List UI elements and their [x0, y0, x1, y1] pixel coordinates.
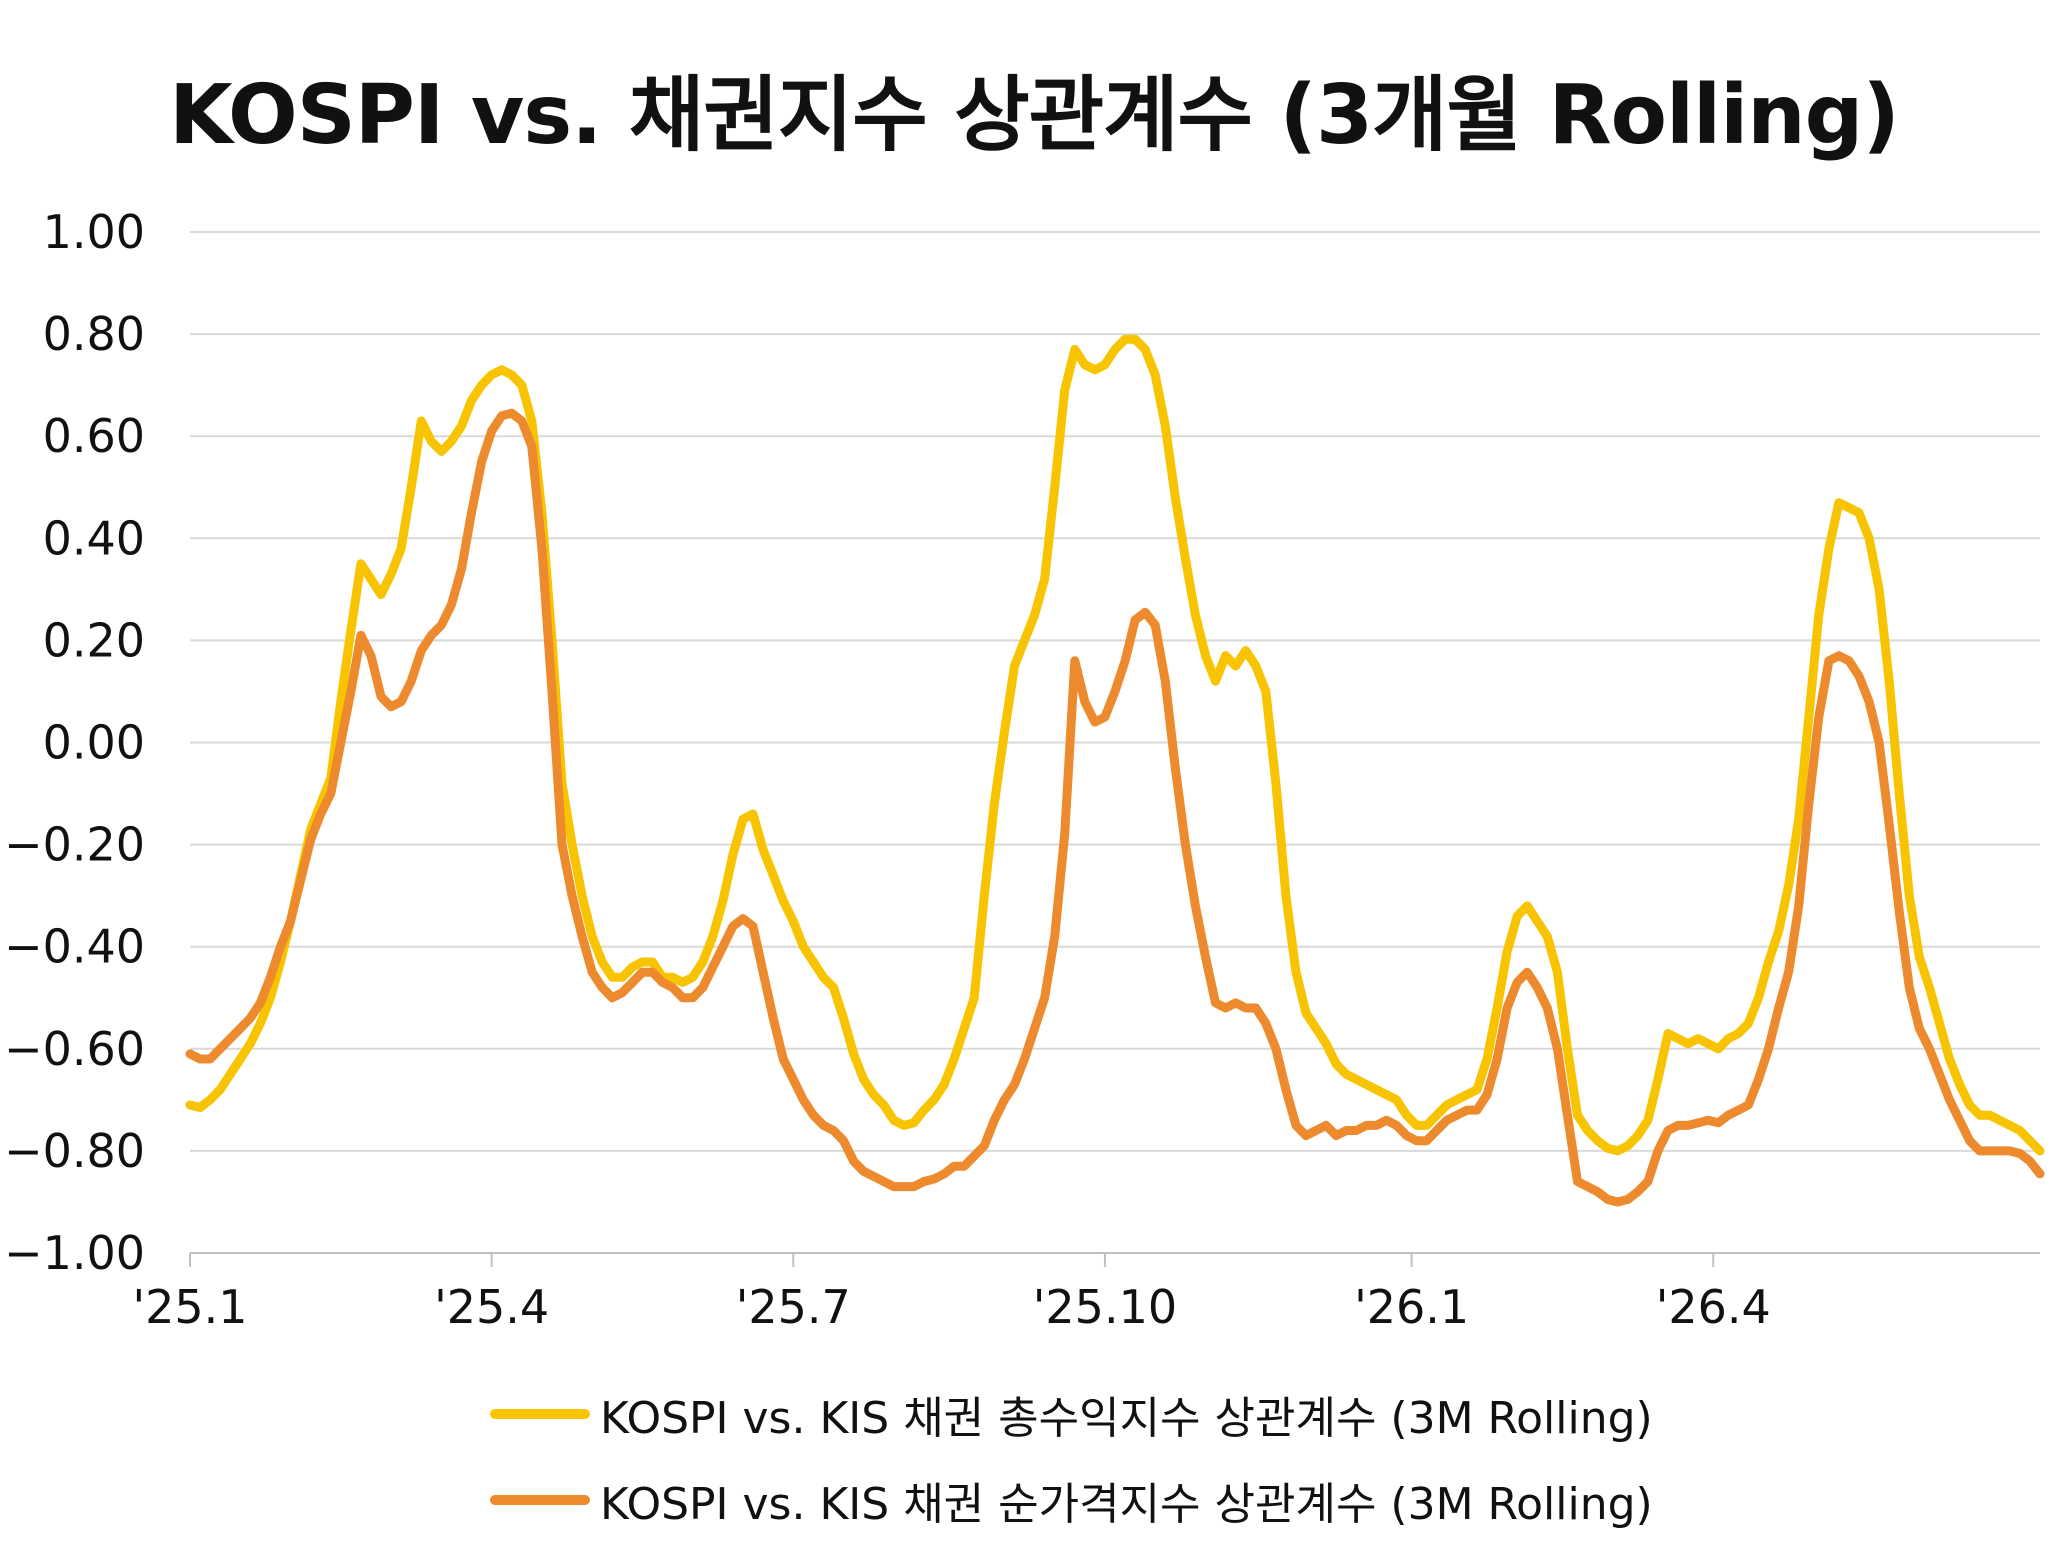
legend-item-total-return: KOSPI vs. KIS 채권 총수익지수 상관계수 (3M Rolling) [490, 1382, 1653, 1446]
x-axis-labels: '25.1 '25.4 '25.7 '25.10 '26.1 '26.4 [132, 1280, 1770, 1334]
legend-item-net-price: KOSPI vs. KIS 채권 순가격지수 상관계수 (3M Rolling) [490, 1468, 1653, 1532]
y-tick-label: −1.00 [4, 1226, 145, 1280]
y-tick-label: 1.00 [43, 205, 145, 259]
x-tick-label: '25.1 [132, 1280, 247, 1334]
chart-title: KOSPI vs. 채권지수 상관계수 (3개월 Rolling) [169, 68, 1900, 163]
legend-swatch-total-return [490, 1409, 590, 1419]
x-tick-label: '26.1 [1354, 1280, 1469, 1334]
series-line-1 [185, 408, 2045, 1207]
y-tick-label: −0.20 [4, 818, 145, 872]
y-tick-label: −0.60 [4, 1022, 145, 1076]
y-tick-label: −0.80 [4, 1124, 145, 1178]
x-axis [189, 1252, 2040, 1267]
y-tick-label: 0.20 [43, 613, 145, 667]
x-tick-label: '26.4 [1656, 1280, 1771, 1334]
legend-label-net-price: KOSPI vs. KIS 채권 순가격지수 상관계수 (3M Rolling) [600, 1479, 1653, 1530]
y-tick-label: −0.40 [4, 920, 145, 974]
x-tick-label: '25.10 [1033, 1280, 1177, 1334]
legend-swatch-net-price [490, 1495, 590, 1505]
series-lines [185, 334, 2045, 1207]
y-tick-label: 0.00 [43, 716, 145, 770]
y-tick-label: 0.80 [43, 307, 145, 361]
x-tick-label: '25.4 [434, 1280, 549, 1334]
gridlines [190, 231, 2040, 1152]
y-tick-label: 0.40 [43, 511, 145, 565]
y-tick-label: 0.60 [43, 409, 145, 463]
y-axis-labels: 1.00 0.80 0.60 0.40 0.20 0.00 −0.20 −0.40 −0.60 −… [4, 205, 145, 1280]
legend-label-total-return: KOSPI vs. KIS 채권 총수익지수 상관계수 (3M Rolling) [600, 1393, 1653, 1444]
x-tick-label: '25.7 [736, 1280, 851, 1334]
series-line-0 [185, 334, 2045, 1156]
